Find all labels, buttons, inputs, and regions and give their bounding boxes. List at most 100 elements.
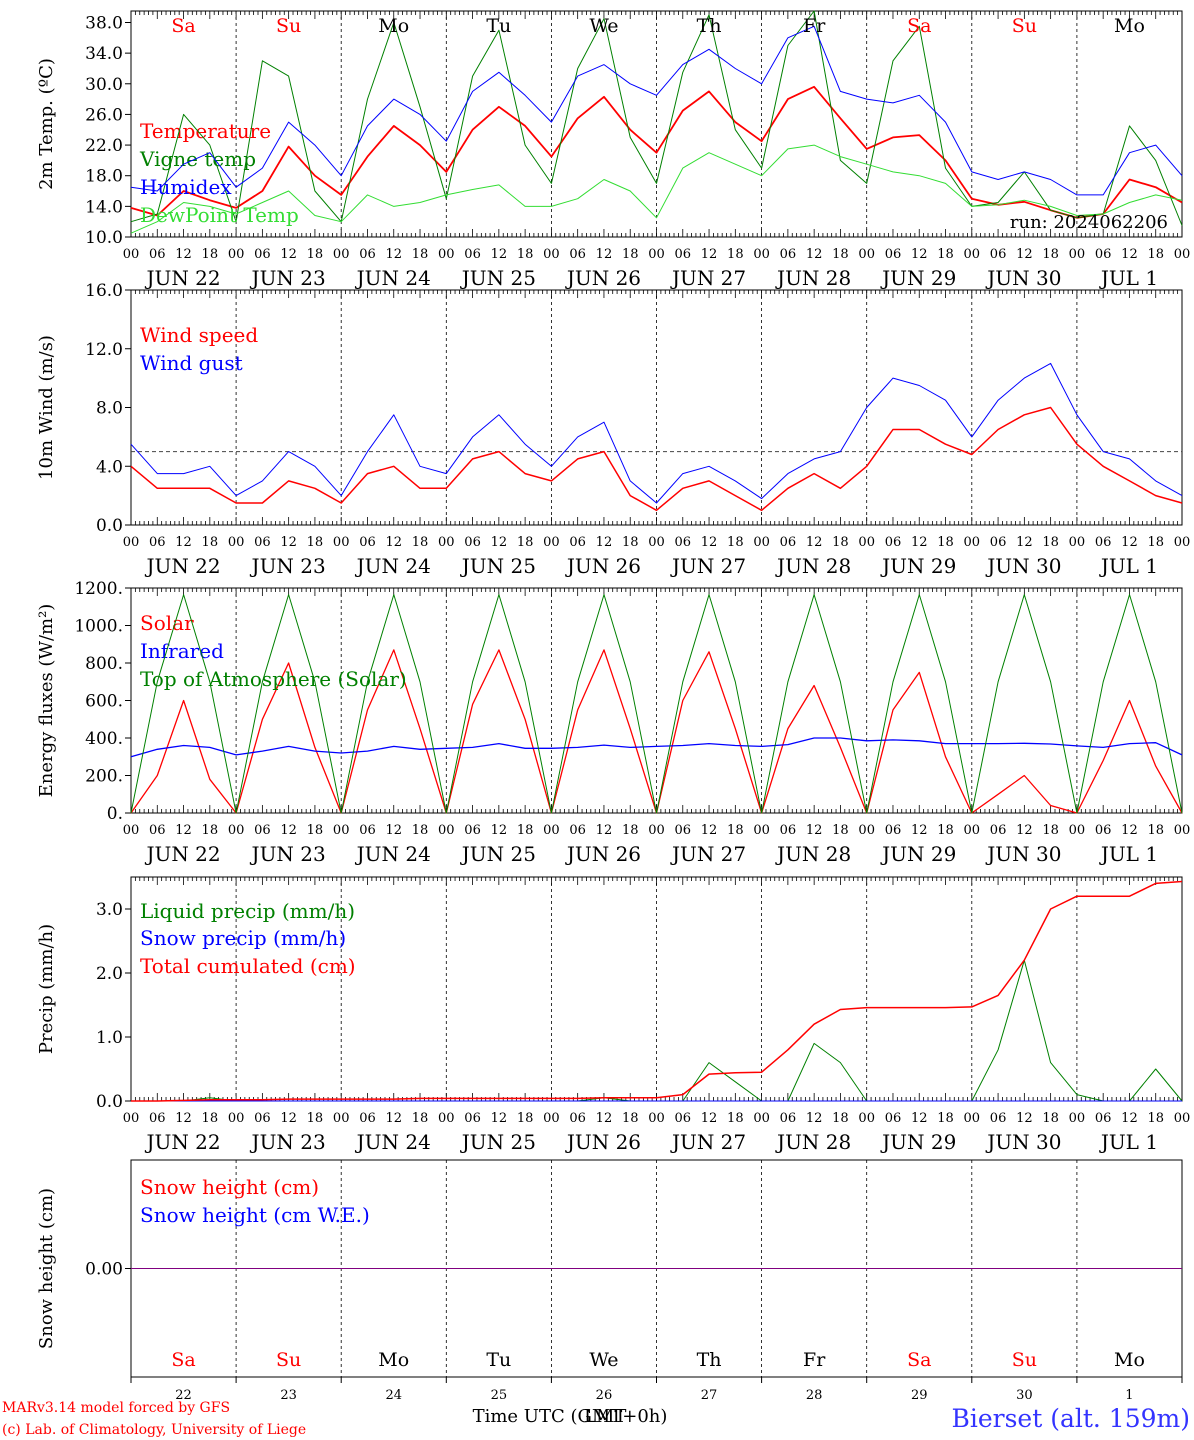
legend-entry: Solar	[140, 611, 194, 635]
y-tick-label: 3.0	[96, 900, 123, 920]
hour-tick-label: 00	[228, 1111, 245, 1126]
hour-tick-label: 18	[307, 535, 324, 550]
date-label: JUN 25	[460, 266, 536, 290]
y-tick-label: 200.	[85, 767, 123, 787]
y-tick-label: 38.0	[85, 13, 123, 33]
hour-tick-label: 06	[464, 1111, 481, 1126]
hour-tick-label: 00	[858, 1111, 875, 1126]
y-tick-label: 10.0	[85, 228, 123, 248]
hour-tick-label: 06	[464, 247, 481, 262]
hour-tick-label: 00	[964, 823, 981, 838]
y-axis-label: Snow height (cm)	[36, 1188, 57, 1349]
day-number: 29	[911, 1388, 928, 1403]
hour-tick-label: 18	[727, 247, 744, 262]
hour-tick-label: 18	[1042, 535, 1059, 550]
hour-tick-label: 06	[254, 823, 271, 838]
hour-tick-label: 00	[648, 1111, 665, 1126]
day-name: Fr	[803, 15, 826, 37]
y-tick-label: 2.0	[96, 964, 123, 984]
hour-tick-label: 12	[911, 247, 928, 262]
y-tick-label: 400.	[85, 729, 123, 749]
day-name: Su	[276, 1349, 301, 1371]
hour-tick-label: 06	[675, 1111, 692, 1126]
day-number: 30	[1016, 1388, 1033, 1403]
hour-tick-label: 00	[753, 823, 770, 838]
hour-tick-label: 06	[359, 823, 376, 838]
hour-tick-label: 18	[307, 1111, 324, 1126]
hour-tick-label: 18	[1147, 247, 1164, 262]
hour-tick-label: 12	[1121, 1111, 1138, 1126]
hour-tick-label: 00	[123, 823, 140, 838]
plot-frame	[130, 587, 1183, 814]
day-name: We	[589, 15, 618, 37]
hour-tick-label: 18	[412, 247, 429, 262]
hour-tick-label: 12	[491, 535, 508, 550]
y-tick-label: 26.0	[85, 105, 123, 125]
hour-tick-label: 06	[1095, 247, 1112, 262]
date-label: JUN 28	[775, 266, 851, 290]
legend-entry: Vigne temp	[139, 147, 256, 171]
date-label: JUN 24	[355, 554, 431, 578]
hour-tick-label: 00	[1174, 535, 1191, 550]
y-tick-label: 600.	[85, 692, 123, 712]
hour-tick-label: 00	[438, 247, 455, 262]
panel-2: 0.0 4.0 8.0 12.0 16.0 10m Wind (m/s) Wind spee…	[36, 281, 1190, 578]
y-tick-label: 16.0	[85, 281, 123, 301]
hour-tick-label: 00	[123, 535, 140, 550]
hour-tick-label: 12	[701, 535, 718, 550]
y-tick-label: 18.0	[85, 167, 123, 187]
hour-tick-label: 06	[885, 247, 902, 262]
day-name: Sa	[171, 15, 195, 37]
y-axis-label: Energy fluxes (W/m²)	[36, 604, 57, 798]
hour-tick-label: 12	[806, 1111, 823, 1126]
day-name: Mo	[1114, 15, 1145, 37]
day-number: 27	[701, 1388, 718, 1403]
day-number: 25	[491, 1388, 508, 1403]
hour-tick-label: 06	[990, 823, 1007, 838]
panel-5: 0.00 Snow height (cm) Snow height (cm) Snow…	[36, 1159, 1183, 1403]
panel-4: 0.0 1.0 2.0 3.0 Precip (mm/h) Liquid precip (…	[36, 876, 1190, 1154]
hour-tick-label: 18	[727, 1111, 744, 1126]
hour-tick-label: 06	[464, 535, 481, 550]
series-line-1	[130, 406, 1183, 512]
legend-entry: DewPoint Temp	[140, 203, 299, 227]
hour-tick-label: 00	[438, 535, 455, 550]
hour-tick-label: 00	[1069, 823, 1086, 838]
hour-tick-label: 00	[858, 535, 875, 550]
hour-tick-label: 00	[964, 247, 981, 262]
hour-tick-label: 06	[1095, 1111, 1112, 1126]
hour-tick-label: 12	[280, 823, 297, 838]
hour-tick-label: 18	[412, 1111, 429, 1126]
date-label: JUN 23	[250, 842, 326, 866]
y-axis-label: 10m Wind (m/s)	[36, 335, 57, 480]
date-label: JUN 26	[565, 266, 641, 290]
hour-tick-label: 12	[911, 1111, 928, 1126]
x-axis-label: Time UTC (GMT+0h)	[473, 1406, 668, 1427]
date-label: JUN 23	[250, 554, 326, 578]
hour-tick-label: 06	[149, 247, 166, 262]
hour-tick-label: 06	[569, 247, 586, 262]
hour-tick-label: 12	[1016, 1111, 1033, 1126]
date-label: JUN 26	[565, 842, 641, 866]
y-tick-label: 0.	[107, 804, 123, 824]
hour-tick-label: 06	[254, 535, 271, 550]
date-label: JUN 23	[250, 1130, 326, 1154]
hour-tick-label: 18	[1147, 823, 1164, 838]
panel-3: 0. 200. 400. 600. 800. 1000. 1200. Energy fluxe…	[36, 579, 1190, 866]
y-tick-label: 8.0	[96, 399, 123, 419]
station-name: Bierset (alt. 159m)	[951, 1404, 1190, 1433]
legend-entry: Liquid precip (mm/h)	[140, 899, 355, 923]
hour-tick-label: 12	[280, 535, 297, 550]
y-tick-label: 1200.	[74, 579, 123, 599]
hour-tick-label: 00	[648, 535, 665, 550]
hour-tick-label: 18	[622, 823, 639, 838]
hour-ticks	[130, 11, 1183, 237]
hour-tick-label: 06	[569, 823, 586, 838]
hour-tick-label: 00	[858, 247, 875, 262]
date-label: JUN 28	[775, 1130, 851, 1154]
hour-tick-label: 06	[1095, 535, 1112, 550]
hour-tick-label: 00	[964, 535, 981, 550]
legend-entry: Humidex	[140, 175, 232, 199]
hour-tick-label: 12	[911, 535, 928, 550]
hour-tick-label: 12	[596, 535, 613, 550]
